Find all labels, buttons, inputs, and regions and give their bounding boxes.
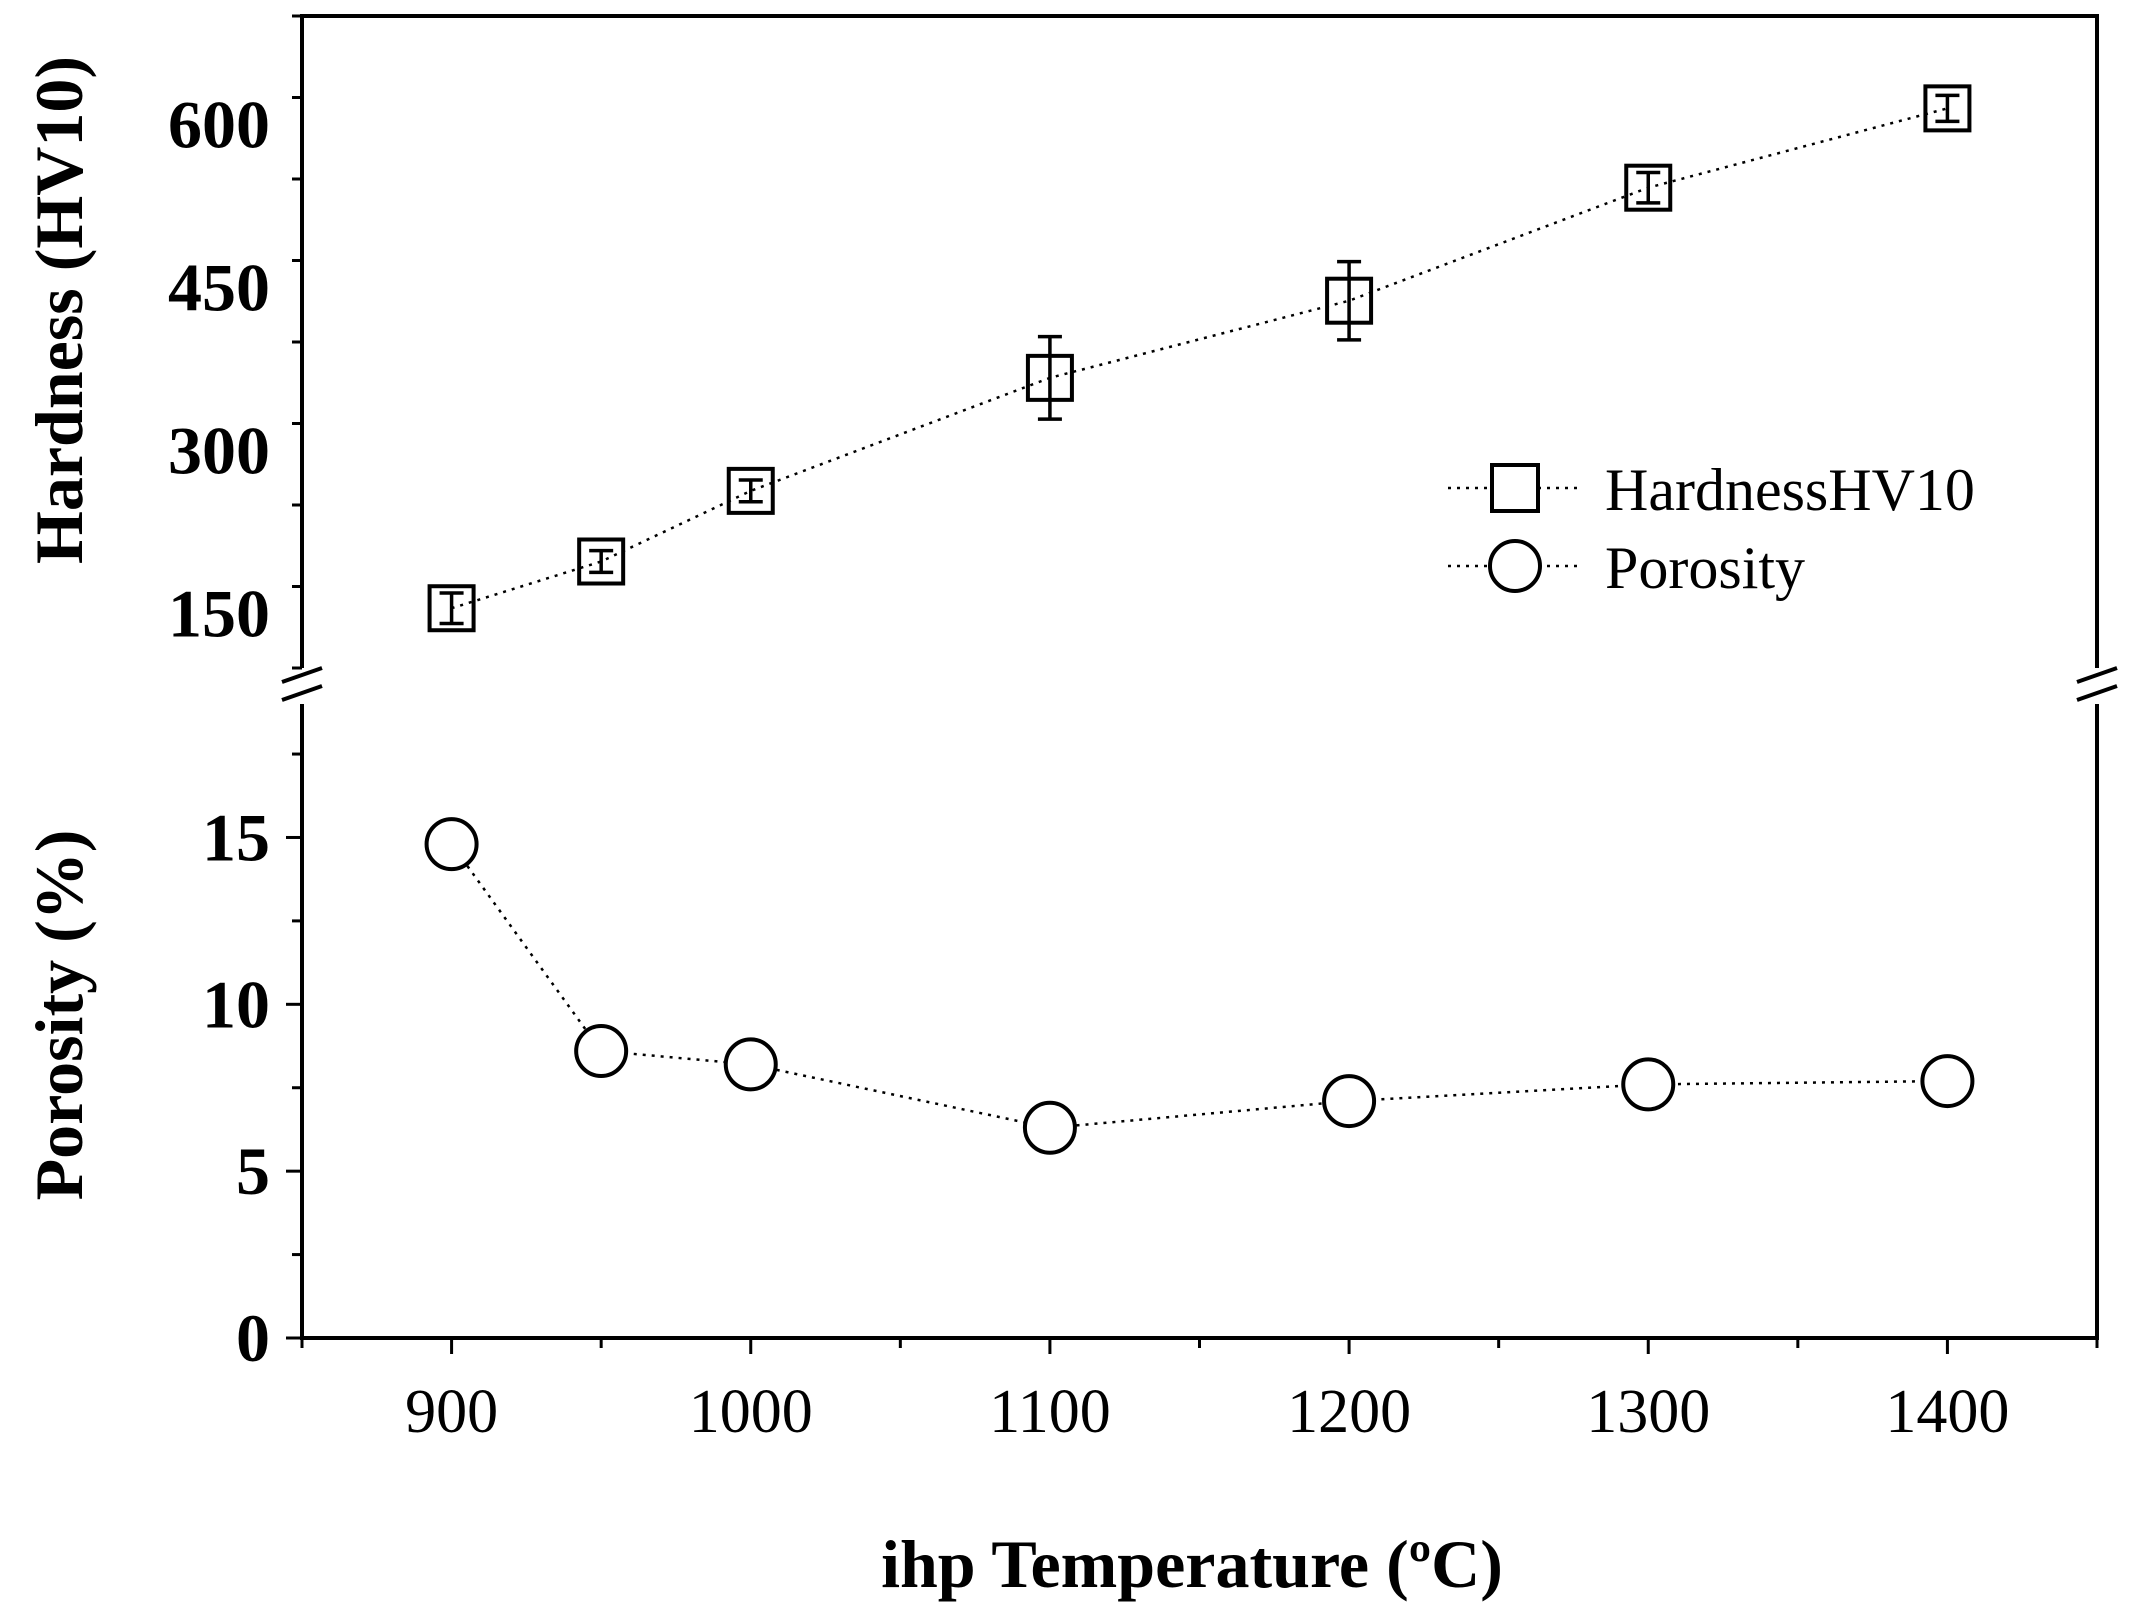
x-tick-label: 1300 — [1586, 1378, 1710, 1446]
legend-label-hardness: HardnessHV10 — [1605, 457, 1975, 523]
series-line-hardnesshv10 — [451, 107, 1948, 610]
y-tick-label: 10 — [202, 966, 270, 1042]
data-marks — [424, 84, 1975, 1155]
y-tick-label: 450 — [168, 250, 270, 326]
legend-marker-square — [1490, 463, 1540, 513]
data-point-porosity — [723, 1037, 778, 1092]
y-axis-title-porosity: Porosity (%) — [21, 830, 97, 1201]
x-tick-label: 1100 — [989, 1378, 1111, 1446]
legend: HardnessHV10 Porosity — [1448, 457, 1975, 601]
data-point-porosity — [1322, 1074, 1377, 1129]
data-point-porosity — [424, 817, 479, 872]
x-tick-label: 1000 — [689, 1378, 813, 1446]
data-point-hardness — [577, 537, 626, 586]
ticks: 900 1000 1100 1200 1300 1400 150 300 450 600 0 5 10 1… — [168, 14, 2099, 1446]
y-tick-label: 5 — [236, 1133, 270, 1209]
data-point-porosity — [1022, 1100, 1077, 1155]
x-tick-label: 900 — [405, 1378, 498, 1446]
y-axis-title-hardness: Hardness (HV10) — [21, 56, 97, 564]
x-axis-title: ihp Temperature (ºC) — [881, 1526, 1503, 1602]
data-point-hardness — [1923, 84, 1972, 133]
data-point-porosity — [1920, 1054, 1975, 1109]
data-point-porosity — [1621, 1057, 1676, 1112]
data-point-hardness — [1624, 163, 1673, 212]
axis-break-left — [281, 666, 323, 702]
data-point-hardness — [427, 584, 476, 633]
axis-break-right — [2076, 666, 2118, 702]
y-tick-label: 0 — [236, 1300, 270, 1376]
data-point-hardness — [1025, 353, 1074, 402]
data-point-porosity — [574, 1024, 629, 1079]
y-tick-label: 300 — [168, 413, 270, 489]
y-tick-label: 150 — [168, 576, 270, 652]
plot-frame — [281, 14, 2118, 1340]
x-tick-label: 1400 — [1885, 1378, 2009, 1446]
legend-marker-circle — [1488, 539, 1542, 593]
series-line-porosity — [450, 843, 1948, 1130]
y-tick-label: 600 — [168, 87, 270, 163]
data-point-hardness — [726, 466, 775, 515]
series-lines — [450, 107, 1948, 1130]
y-tick-label: 15 — [202, 799, 270, 875]
x-tick-label: 1200 — [1287, 1378, 1411, 1446]
legend-label-porosity: Porosity — [1605, 535, 1805, 601]
data-point-hardness — [1325, 276, 1374, 325]
